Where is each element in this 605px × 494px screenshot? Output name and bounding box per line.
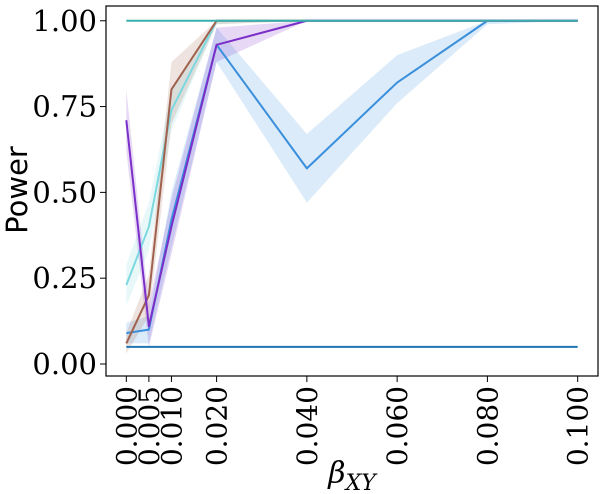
- x-tick-label: 0.010: [155, 386, 188, 466]
- series-lines: [125, 19, 578, 348]
- x-tick-label: 0.020: [201, 386, 234, 466]
- x-tick-label: 0.100: [562, 386, 595, 466]
- y-axis-ticks: 0.00 0.25 0.50 0.75 1.00: [32, 4, 106, 381]
- x-axis-label-symbol: β: [327, 456, 345, 491]
- y-tick-label: 0.00: [32, 347, 97, 381]
- y-tick-label: 0.75: [32, 90, 97, 124]
- y-tick-label: 0.50: [32, 175, 97, 209]
- y-tick-label: 0.25: [32, 261, 97, 295]
- x-tick-label: 0.040: [291, 386, 324, 466]
- y-axis-label: Power: [0, 146, 34, 234]
- x-axis-label-subscript: XY: [344, 471, 379, 494]
- x-tick-label: 0.080: [471, 386, 504, 466]
- x-tick-label: 0.005: [133, 386, 166, 466]
- x-tick-label: 0.000: [110, 386, 143, 466]
- x-tick-label: 0.060: [381, 386, 414, 466]
- series-3-band: [126, 20, 578, 354]
- confidence-bands: [126, 20, 578, 354]
- y-tick-label: 1.00: [32, 4, 97, 38]
- x-axis-label: βXY: [327, 456, 378, 494]
- plot-frame: [105, 5, 599, 377]
